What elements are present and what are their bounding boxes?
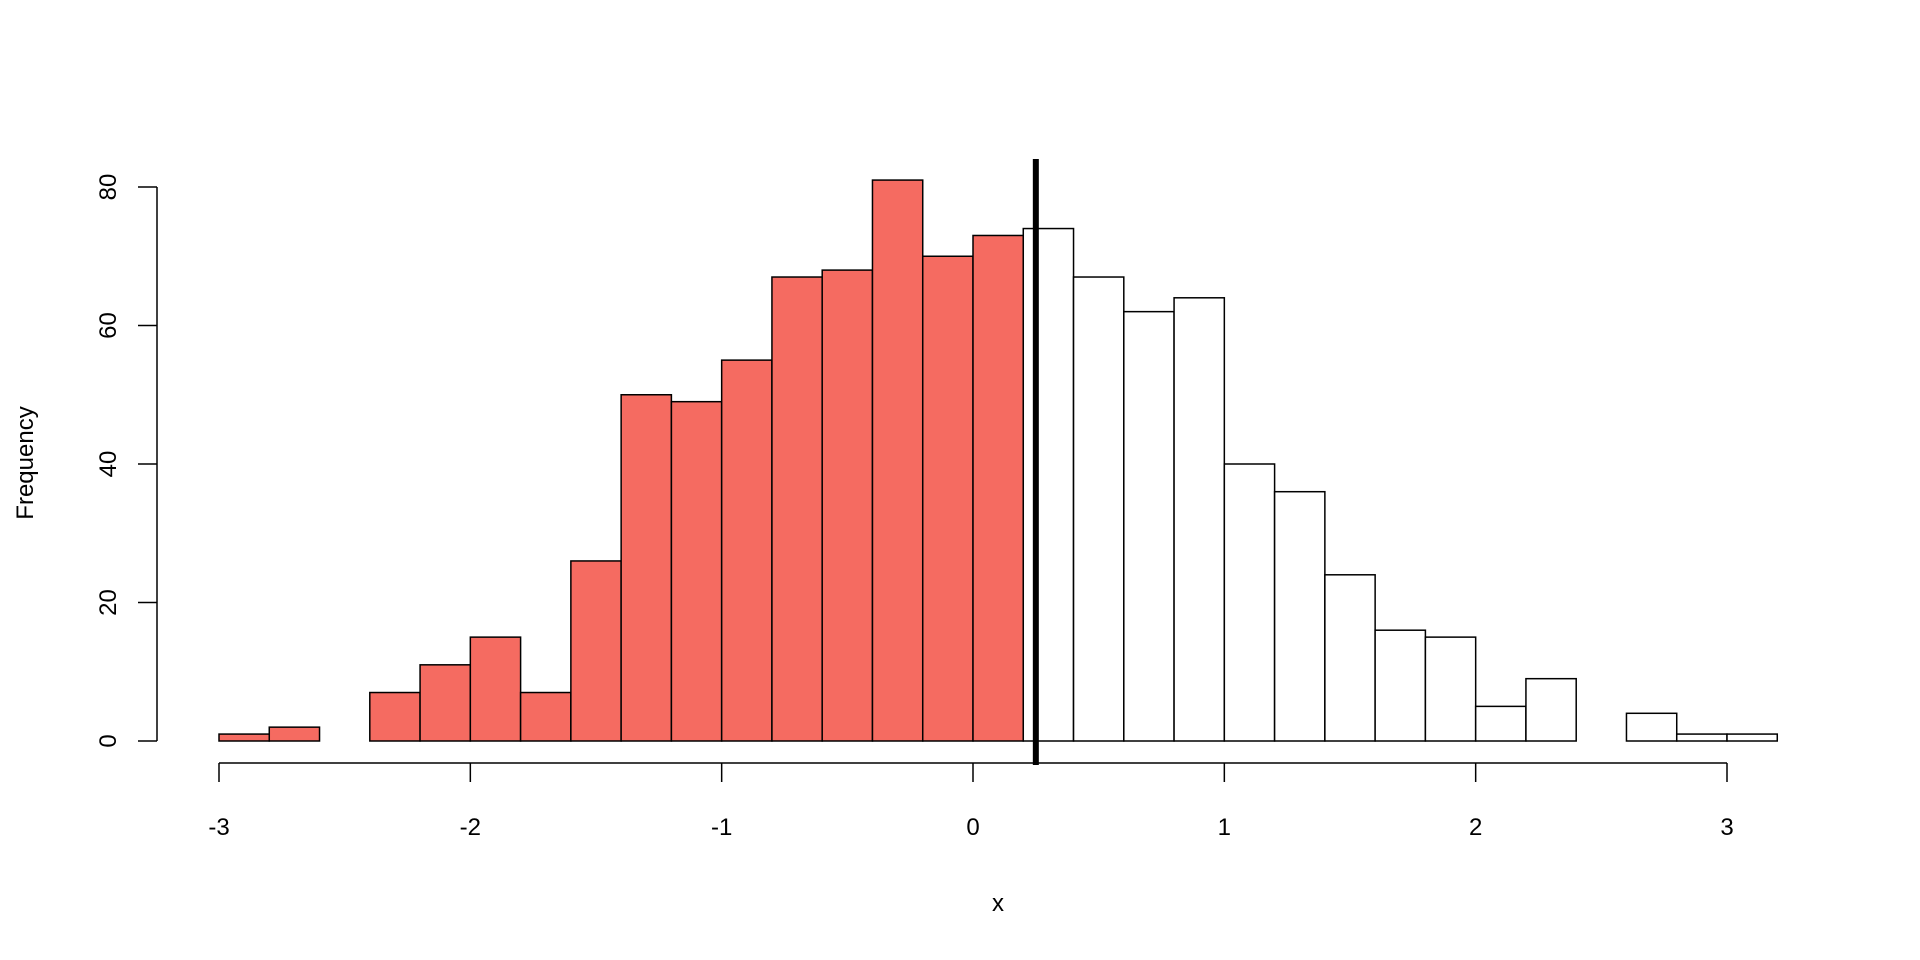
histogram-bar (1072, 276, 1125, 742)
histogram-bar (1474, 705, 1527, 742)
histogram-bar (1223, 463, 1276, 742)
histogram-bar (620, 394, 673, 742)
histogram-bar (1022, 227, 1075, 742)
histogram-bar (1424, 636, 1477, 742)
x-tick-label: -3 (208, 814, 229, 841)
y-tick-label: 0 (95, 734, 122, 747)
histogram-bar (1374, 629, 1427, 742)
x-tick-label: 3 (1720, 814, 1733, 841)
histogram-bar (921, 255, 974, 742)
x-tick-label: -1 (711, 814, 732, 841)
histogram-bar (570, 560, 622, 742)
histogram-bar (1726, 733, 1779, 742)
x-tick-label: 1 (1218, 814, 1231, 841)
histogram-bar (720, 359, 773, 742)
histogram-bar (1273, 490, 1326, 742)
x-tick-label: -2 (460, 814, 481, 841)
histogram-bar (419, 664, 472, 742)
histogram-bar (1675, 733, 1728, 742)
histogram-bar (1123, 310, 1175, 742)
histogram-bar (469, 636, 522, 742)
y-tick-label: 60 (95, 312, 122, 339)
x-tick-label: 0 (966, 814, 979, 841)
histogram-bar (1173, 297, 1226, 742)
histogram-bar (369, 691, 421, 742)
histogram-bar (1525, 677, 1577, 742)
histogram-bar (268, 726, 321, 742)
y-tick-label: 40 (95, 451, 122, 478)
y-tick-label: 20 (95, 589, 122, 616)
bars (218, 159, 1779, 765)
histogram-bar (871, 179, 924, 742)
histogram-bar (972, 234, 1025, 742)
x-axis-title: x (992, 890, 1004, 917)
histogram-bar (519, 691, 572, 742)
x-axis: -3 -2 -1 0 1 2 3 (208, 762, 1734, 841)
y-axis-title: Frequency (12, 406, 39, 519)
histogram-bar (1625, 712, 1678, 742)
y-axis: 0 20 40 60 80 (95, 174, 158, 748)
histogram-bar (1324, 574, 1376, 742)
y-tick-label: 80 (95, 174, 122, 201)
x-tick-label: 2 (1469, 814, 1482, 841)
histogram-bar (670, 400, 723, 742)
histogram-bar (218, 733, 271, 742)
histogram-bar (771, 276, 823, 742)
histogram-bar (821, 269, 874, 742)
